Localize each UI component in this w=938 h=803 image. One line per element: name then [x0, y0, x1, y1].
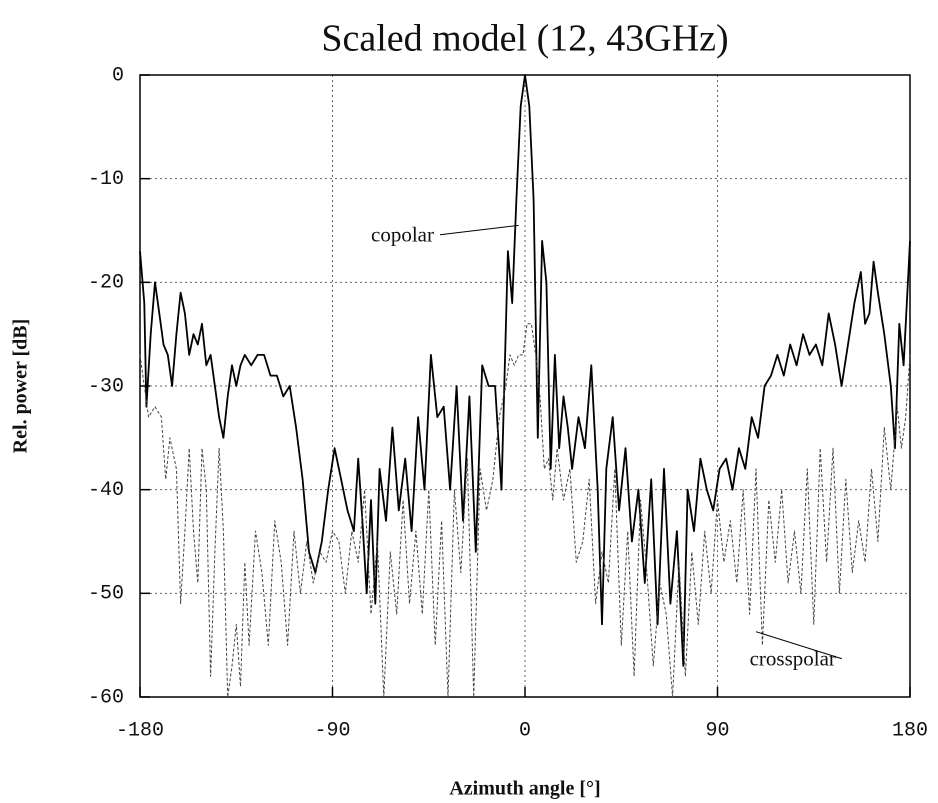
- y-tick-label: -50: [88, 583, 124, 606]
- y-tick-label: -40: [88, 479, 124, 502]
- series-label: crosspolar: [750, 647, 836, 671]
- x-tick-label: 180: [892, 719, 928, 742]
- x-tick-label: -180: [116, 719, 164, 742]
- x-tick-label: 0: [519, 719, 531, 742]
- x-axis-label: Azimuth angle [°]: [449, 778, 600, 800]
- y-tick-label: -10: [88, 168, 124, 191]
- label-pointer: [755, 631, 843, 660]
- series-line: [139, 323, 911, 698]
- series-line: [139, 74, 911, 667]
- y-axis-label: Rel. power [dB]: [10, 319, 32, 454]
- x-tick-label: -90: [314, 719, 350, 742]
- series-label: copolar: [371, 223, 434, 247]
- label-pointer: [439, 224, 519, 236]
- y-tick-label: 0: [112, 64, 124, 87]
- x-tick-label: 90: [705, 719, 729, 742]
- y-tick-label: -20: [88, 272, 124, 295]
- y-tick-label: -60: [88, 686, 124, 709]
- chart-title: Scaled model (12, 43GHz): [321, 18, 728, 60]
- y-tick-label: -30: [88, 375, 124, 398]
